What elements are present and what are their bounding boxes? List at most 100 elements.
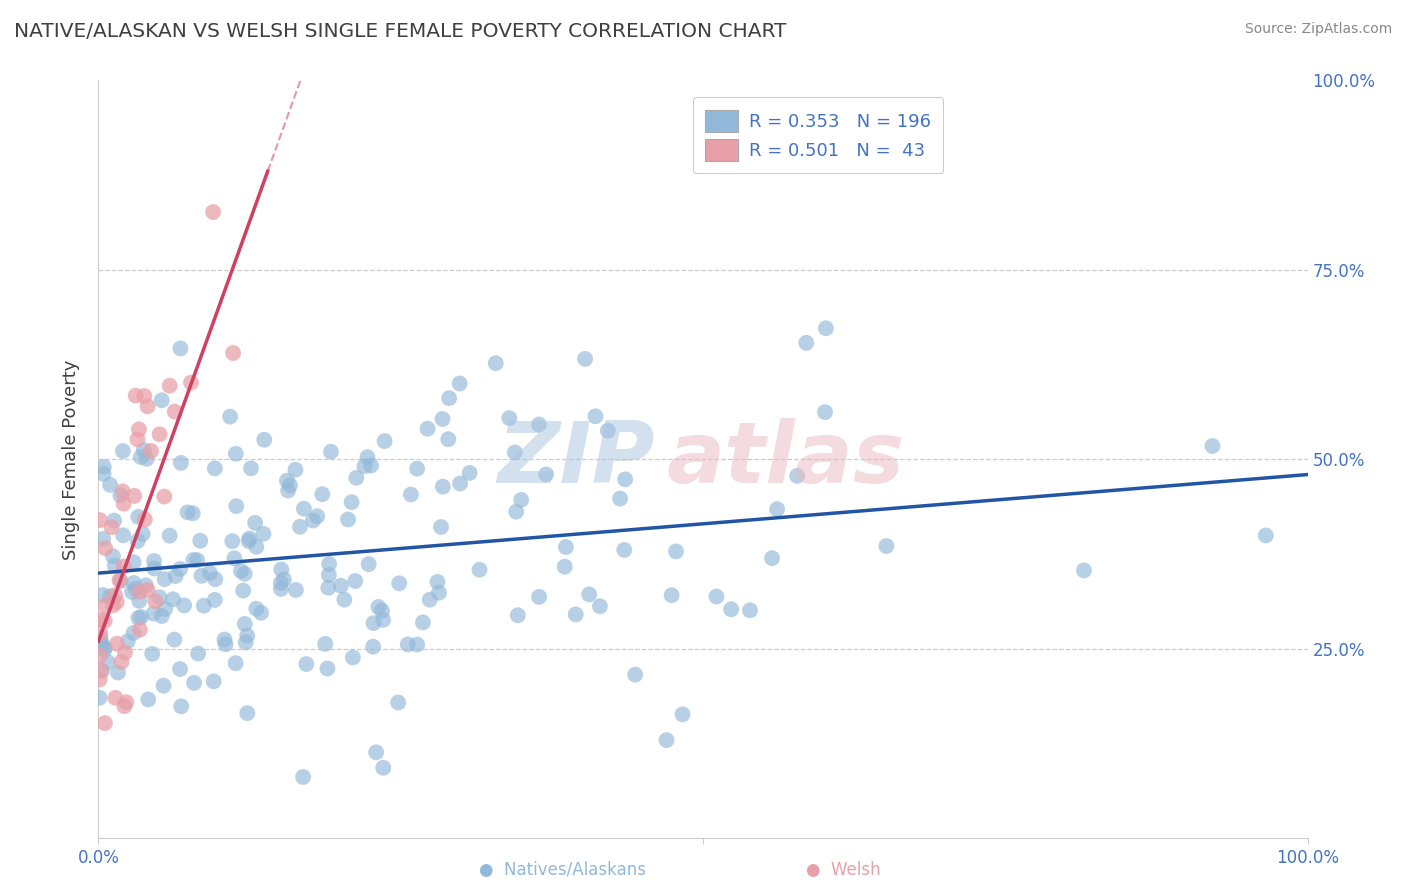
Point — [449, 476, 471, 491]
Point — [302, 514, 325, 528]
Point — [134, 512, 156, 526]
Point — [655, 733, 678, 747]
Point — [136, 400, 159, 414]
Point — [89, 690, 111, 705]
Point — [319, 444, 342, 458]
Point — [1201, 439, 1223, 453]
Point — [89, 673, 111, 687]
Point — [613, 543, 636, 558]
Point — [132, 443, 155, 458]
Point — [183, 553, 205, 567]
Point — [114, 645, 136, 659]
Point — [236, 706, 259, 720]
Point — [127, 433, 149, 447]
Point — [232, 583, 254, 598]
Point — [155, 602, 177, 616]
Point — [104, 690, 127, 705]
Point — [135, 451, 157, 466]
Point — [506, 608, 529, 623]
Point — [107, 665, 129, 680]
Point — [458, 466, 481, 480]
Point — [761, 551, 783, 566]
Point — [219, 409, 242, 424]
Point — [136, 692, 159, 706]
Point — [356, 450, 378, 464]
Point — [170, 699, 193, 714]
Point — [311, 487, 333, 501]
Point — [163, 632, 186, 647]
Point — [527, 590, 550, 604]
Point — [706, 590, 728, 604]
Point — [284, 582, 307, 597]
Point — [609, 491, 631, 506]
Point — [353, 459, 375, 474]
Point — [498, 411, 520, 425]
Point — [202, 674, 225, 689]
Point — [204, 593, 226, 607]
Point — [91, 532, 114, 546]
Point — [193, 599, 215, 613]
Point — [110, 488, 132, 502]
Point — [314, 637, 336, 651]
Point — [127, 611, 149, 625]
Point — [204, 572, 226, 586]
Point — [159, 528, 181, 542]
Point — [738, 603, 761, 617]
Point — [91, 664, 114, 678]
Text: NATIVE/ALASKAN VS WELSH SINGLE FEMALE POVERTY CORRELATION CHART: NATIVE/ALASKAN VS WELSH SINGLE FEMALE PO… — [14, 22, 786, 41]
Point — [342, 650, 364, 665]
Point — [186, 553, 208, 567]
Point — [159, 378, 181, 392]
Point — [235, 635, 257, 649]
Point — [115, 695, 138, 709]
Point — [585, 409, 607, 424]
Point — [361, 640, 384, 654]
Point — [426, 574, 449, 589]
Point — [624, 667, 647, 681]
Point — [273, 572, 295, 586]
Point — [204, 461, 226, 475]
Point — [89, 513, 111, 527]
Y-axis label: Single Female Poverty: Single Female Poverty — [62, 359, 80, 559]
Point — [122, 489, 145, 503]
Point — [357, 557, 380, 571]
Point — [152, 679, 174, 693]
Point — [794, 335, 817, 350]
Point — [614, 472, 637, 486]
Point — [427, 585, 450, 599]
Point — [103, 514, 125, 528]
Point — [412, 615, 434, 630]
Point — [245, 601, 267, 615]
Point — [240, 461, 263, 475]
Point — [214, 637, 236, 651]
Point — [121, 585, 143, 599]
Point — [229, 564, 252, 578]
Point — [90, 663, 112, 677]
Point — [187, 647, 209, 661]
Point — [94, 640, 117, 655]
Point — [814, 321, 837, 335]
Point — [292, 770, 315, 784]
Point — [371, 604, 394, 618]
Point — [128, 594, 150, 608]
Point — [270, 562, 292, 576]
Point — [295, 657, 318, 672]
Point — [89, 626, 111, 640]
Point — [94, 541, 117, 556]
Point — [149, 427, 172, 442]
Point — [122, 555, 145, 569]
Point — [112, 559, 135, 574]
Point — [125, 389, 148, 403]
Point — [98, 478, 121, 492]
Point — [183, 676, 205, 690]
Point — [589, 599, 612, 614]
Point — [188, 533, 211, 548]
Point — [485, 356, 508, 370]
Point — [527, 417, 550, 432]
Point — [150, 609, 173, 624]
Point — [176, 505, 198, 519]
Point — [388, 576, 411, 591]
Point — [284, 463, 307, 477]
Point — [111, 444, 134, 458]
Point — [198, 566, 221, 580]
